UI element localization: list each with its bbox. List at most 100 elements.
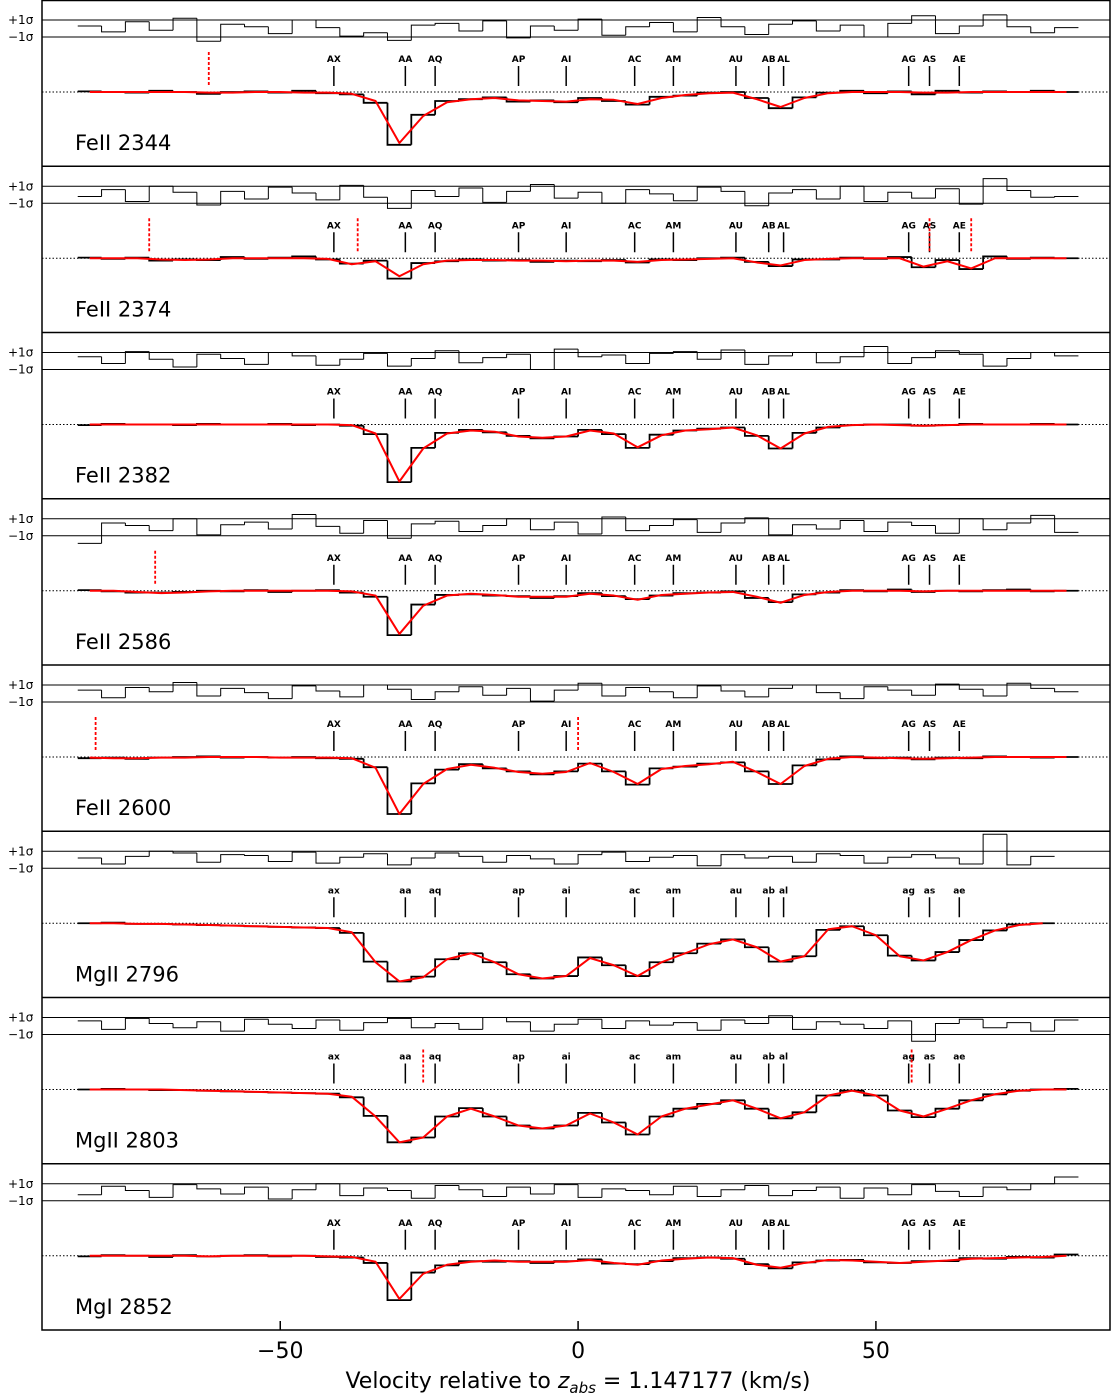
sigma-label: +1σ <box>8 844 34 858</box>
flux-bin <box>767 435 793 450</box>
residual-bin <box>506 855 531 863</box>
component-label: as <box>924 1053 935 1063</box>
flux-bin <box>982 255 1007 270</box>
flux-bin <box>648 961 674 977</box>
residual-bin <box>553 348 579 370</box>
residual-bin <box>386 197 412 209</box>
sigma-label: −1σ <box>8 529 34 543</box>
residual-bin <box>934 350 960 358</box>
residual-bin <box>482 187 507 203</box>
residual-bin <box>196 18 221 42</box>
component-label: aa <box>399 1053 411 1063</box>
panel-label: MgII 2796 <box>75 962 179 986</box>
residual-bin <box>625 1020 650 1029</box>
residual-bin <box>720 187 745 192</box>
component-label: AI <box>561 720 571 730</box>
component-label: AC <box>628 221 642 231</box>
flux-bin <box>410 1271 436 1301</box>
component-label: AX <box>327 1219 341 1229</box>
component-label: ax <box>328 886 340 896</box>
residual-bin <box>386 32 412 41</box>
residual-bin <box>720 1189 745 1197</box>
component-label: am <box>666 886 681 896</box>
component-label: AA <box>398 388 412 398</box>
residual-bin <box>148 850 174 857</box>
component-label: AM <box>665 388 681 398</box>
residual-bin <box>529 855 555 860</box>
component-label: AE <box>953 1219 966 1229</box>
residual-bin <box>244 521 269 525</box>
component-label: AX <box>327 720 341 730</box>
residual-bin <box>267 522 293 530</box>
flux-bin <box>362 932 388 963</box>
component-label: AE <box>953 221 966 231</box>
component-label: AM <box>665 55 681 65</box>
flux-bin <box>815 928 841 957</box>
residual-bin <box>839 1187 864 1199</box>
component-label: AE <box>953 55 966 65</box>
x-label-text: Velocity relative to <box>345 1369 550 1394</box>
residual-bin <box>172 518 197 531</box>
residual-bin <box>267 26 293 35</box>
residual-bin <box>482 525 507 532</box>
sigma-label: −1σ <box>8 1194 34 1208</box>
residual-bin <box>934 15 960 35</box>
residual-bin <box>839 853 864 856</box>
component-label: AS <box>923 388 936 398</box>
residual-bin <box>887 1188 912 1196</box>
residual-bin <box>1030 1183 1055 1190</box>
residual-bin <box>553 521 579 530</box>
sigma-label: −1σ <box>8 196 34 210</box>
sigma-label: −1σ <box>8 363 34 377</box>
residual-bin <box>124 1186 150 1192</box>
flux-bin <box>672 952 698 963</box>
residual-bin <box>434 852 459 859</box>
residual-bin <box>720 17 745 28</box>
residual-bin <box>958 350 984 355</box>
flux-bin <box>672 1107 698 1117</box>
residual-bin <box>982 354 1007 367</box>
residual-bin <box>267 855 293 862</box>
component-label: AC <box>628 388 642 398</box>
model-line <box>89 1088 1067 1144</box>
component-label: AQ <box>428 1219 443 1229</box>
flux-bin <box>791 432 817 449</box>
residual-bin <box>1006 834 1031 866</box>
residual-bin <box>172 1184 197 1198</box>
component-label: AG <box>901 554 915 564</box>
component-label: ac <box>629 886 640 896</box>
residual-bin <box>339 856 364 864</box>
component-label: AA <box>398 554 412 564</box>
component-label: AG <box>901 720 915 730</box>
residual-bin <box>410 1018 436 1029</box>
component-label: AE <box>953 388 966 398</box>
component-label: AQ <box>428 388 443 398</box>
residual-bin <box>363 32 388 37</box>
residual-bin <box>124 855 150 864</box>
component-label: au <box>730 1053 742 1063</box>
residual-bin <box>410 1190 436 1199</box>
residual-bin <box>434 520 459 524</box>
sigma-label: +1σ <box>8 678 34 692</box>
residual-bin <box>506 353 531 358</box>
residual-bin <box>720 854 745 866</box>
residual-bin <box>839 519 864 529</box>
flux-bin <box>743 427 769 437</box>
residual-bin <box>101 1020 126 1030</box>
residual-bin <box>220 1188 245 1195</box>
flux-bin <box>743 257 769 263</box>
residual-bin <box>172 681 197 692</box>
component-label: AL <box>777 554 790 564</box>
residual-bin <box>148 185 174 202</box>
flux-bin <box>362 1097 388 1117</box>
flux-bin <box>648 1115 674 1135</box>
component-label: AC <box>628 554 642 564</box>
residual-bin <box>601 1019 626 1030</box>
component-label: AL <box>777 388 790 398</box>
residual-bin <box>815 352 841 364</box>
residual-bin <box>744 1184 769 1190</box>
component-label: AA <box>398 221 412 231</box>
residual-bin <box>696 1186 722 1197</box>
residual-bin <box>768 192 793 206</box>
residual-bin <box>1054 27 1079 33</box>
